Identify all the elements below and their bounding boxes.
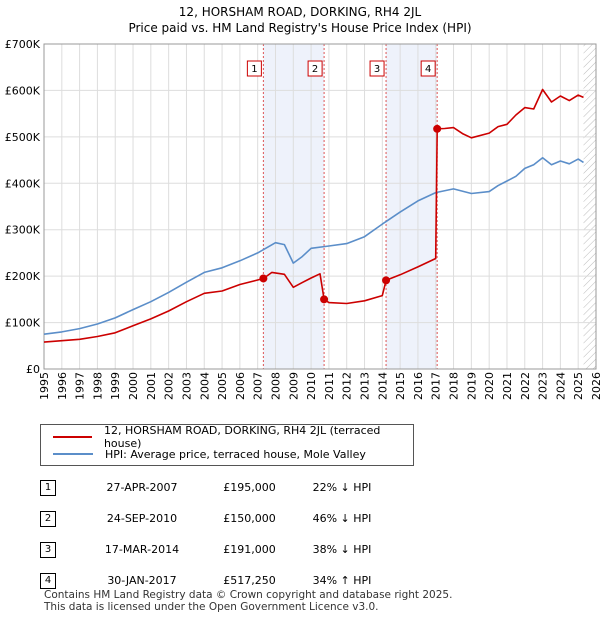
transaction-date: 24-SEP-2010 xyxy=(106,512,178,525)
table-row: 1 27-APR-2007 £195,000 22% ↓ HPI xyxy=(40,472,387,503)
x-tick-label: 2008 xyxy=(269,372,282,400)
transaction-date: 27-APR-2007 xyxy=(106,481,178,494)
x-tick-label: 2022 xyxy=(519,372,532,400)
x-tick-label: 2018 xyxy=(448,372,461,400)
x-tick-label: 2017 xyxy=(430,372,443,400)
footer: Contains HM Land Registry data © Crown c… xyxy=(44,589,452,613)
x-tick-label: 2023 xyxy=(537,372,550,400)
transaction-hpi: 46% ↓ HPI xyxy=(312,512,372,525)
y-tick-label: £0 xyxy=(26,363,40,376)
x-tick-label: 2025 xyxy=(572,372,585,400)
transaction-date: 30-JAN-2017 xyxy=(107,574,177,587)
x-tick-label: 1995 xyxy=(38,372,51,400)
y-tick-label: £600K xyxy=(5,84,41,97)
price-chart: £0 £100K £200K £300K £400K £500K £600K £700K 199… xyxy=(5,38,600,400)
legend: 12, HORSHAM ROAD, DORKING, RH4 2JL (terr… xyxy=(40,424,414,466)
transaction-hpi: 22% ↓ HPI xyxy=(312,481,372,494)
transactions-table: 1 27-APR-2007 £195,000 22% ↓ HPI 2 24-SE… xyxy=(40,472,387,596)
x-tick-label: 1997 xyxy=(74,372,87,400)
footer-licence: This data is licensed under the Open Gov… xyxy=(44,601,379,613)
transaction-number: 1 xyxy=(40,479,56,496)
transaction-label-box xyxy=(307,60,323,77)
x-tick-label: 2009 xyxy=(287,372,300,400)
legend-swatch-price xyxy=(53,436,92,438)
transaction-label-box xyxy=(420,60,436,77)
chart-title: 12, HORSHAM ROAD, DORKING, RH4 2JL xyxy=(178,5,422,19)
hpi-line xyxy=(43,157,584,335)
x-tick-label: 2000 xyxy=(127,372,140,400)
transaction-label: 2 xyxy=(312,64,318,75)
y-tick-label: £500K xyxy=(5,131,41,144)
x-tick-label: 2015 xyxy=(394,372,407,400)
chart-subtitle: Price paid vs. HM Land Registry's House … xyxy=(128,21,472,35)
x-tick-label: 2007 xyxy=(252,372,265,400)
x-tick-label: 2026 xyxy=(590,372,600,400)
legend-item-hpi: HPI: Average price, terraced house, Mole… xyxy=(53,447,366,461)
x-tick-label: 2004 xyxy=(198,372,211,400)
x-tick-label: 2021 xyxy=(501,372,514,400)
x-tick-label: 2024 xyxy=(554,372,567,400)
price-paid-line xyxy=(43,88,584,343)
x-tick-label: 1996 xyxy=(56,372,69,400)
transaction-number: 3 xyxy=(40,541,56,558)
x-tick-label: 2002 xyxy=(163,372,176,400)
x-tick-label: 2005 xyxy=(216,372,229,400)
transaction-date: 17-MAR-2014 xyxy=(104,543,180,556)
legend-label-price: 12, HORSHAM ROAD, DORKING, RH4 2JL (terr… xyxy=(103,424,381,450)
x-tick-label: 2010 xyxy=(305,372,318,400)
transaction-hpi: 38% ↓ HPI xyxy=(312,543,372,556)
footer-copyright: Contains HM Land Registry data © Crown c… xyxy=(44,589,453,601)
transaction-point xyxy=(259,274,268,283)
y-tick-label: £400K xyxy=(5,177,41,190)
plot-frame xyxy=(43,43,597,370)
transaction-label: 1 xyxy=(251,64,257,75)
transaction-point xyxy=(433,124,442,133)
legend-label-hpi: HPI: Average price, terraced house, Mole… xyxy=(105,447,366,461)
transaction-price: £195,000 xyxy=(223,481,276,494)
transaction-label-box xyxy=(246,60,262,77)
y-tick-label: £100K xyxy=(5,317,41,330)
x-tick-label: 1999 xyxy=(109,372,122,400)
transaction-number: 4 xyxy=(40,572,56,589)
transaction-point xyxy=(382,276,391,285)
x-tick-label: 1998 xyxy=(91,372,104,400)
transaction-label: 3 xyxy=(374,64,380,75)
x-tick-label: 2013 xyxy=(359,372,372,400)
x-tick-label: 2003 xyxy=(180,372,193,400)
table-row: 3 17-MAR-2014 £191,000 38% ↓ HPI xyxy=(40,534,387,565)
y-tick-label: £300K xyxy=(5,224,41,237)
x-tick-label: 2012 xyxy=(341,372,354,400)
transaction-label: 4 xyxy=(425,64,431,75)
legend-item-price: 12, HORSHAM ROAD, DORKING, RH4 2JL (terr… xyxy=(53,424,413,450)
x-tick-label: 2020 xyxy=(483,372,496,400)
y-tick-label: £700K xyxy=(5,38,41,51)
x-tick-label: 2016 xyxy=(412,372,425,400)
x-tick-label: 2001 xyxy=(145,372,158,400)
shaded-period xyxy=(386,44,438,369)
y-tick-label: £200K xyxy=(5,270,41,283)
x-tick-label: 2006 xyxy=(234,372,247,400)
transaction-number: 2 xyxy=(40,510,56,527)
forecast-hatch xyxy=(583,44,596,369)
transaction-price: £191,000 xyxy=(223,543,276,556)
table-row: 2 24-SEP-2010 £150,000 46% ↓ HPI xyxy=(40,503,387,534)
transaction-hpi: 34% ↑ HPI xyxy=(312,574,372,587)
transaction-price: £150,000 xyxy=(223,512,276,525)
transaction-label-box xyxy=(369,60,385,77)
table-row: 4 30-JAN-2017 £517,250 34% ↑ HPI xyxy=(40,565,387,596)
transaction-price: £517,250 xyxy=(223,574,276,587)
x-tick-label: 2019 xyxy=(465,372,478,400)
transaction-point xyxy=(320,295,329,304)
x-tick-label: 2014 xyxy=(376,372,389,400)
x-tick-label: 2011 xyxy=(323,372,336,400)
legend-swatch-hpi xyxy=(53,453,93,455)
